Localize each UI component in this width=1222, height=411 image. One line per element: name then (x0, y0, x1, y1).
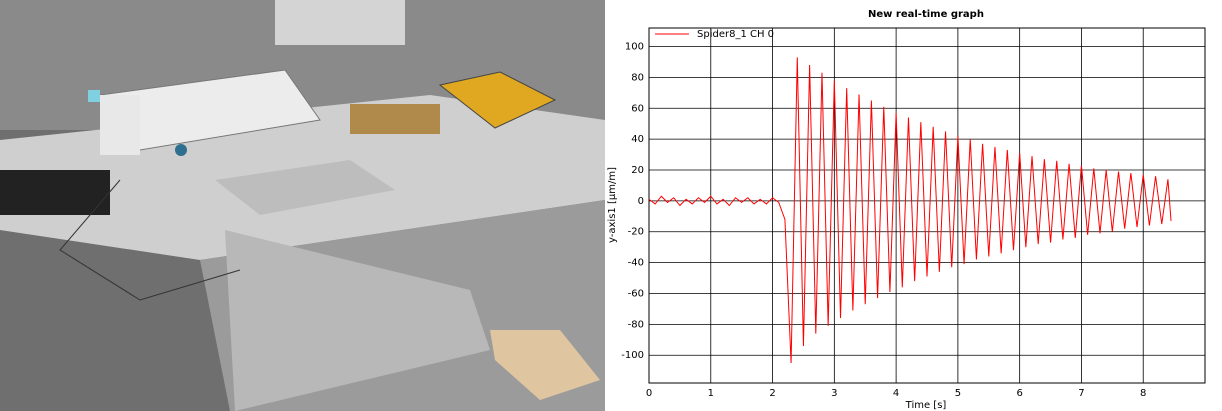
y-tick-label: 0 (638, 196, 644, 207)
y-tick-label: 20 (631, 165, 644, 176)
figure: New real-time graph Time [s] y-axis1 [µm… (0, 0, 1222, 411)
x-tick-label: 6 (1016, 388, 1022, 399)
x-tick-label: 1 (708, 388, 714, 399)
y-tick-label: -20 (628, 227, 644, 238)
y-tick-label: -40 (628, 258, 644, 269)
legend-label: Spider8_1 CH 0 (697, 29, 774, 40)
x-tick-label: 8 (1140, 388, 1146, 399)
y-tick-label: -80 (628, 319, 644, 330)
x-tick-label: 2 (769, 388, 775, 399)
data-line (649, 57, 1171, 363)
y-tick-label: 100 (625, 42, 644, 53)
y-axis-title: y-axis1 [µm/m] (607, 167, 618, 243)
chart-title: New real-time graph (868, 9, 984, 20)
x-tick-label: 3 (831, 388, 837, 399)
x-tick-label: 0 (646, 388, 652, 399)
x-tick-label: 4 (893, 388, 899, 399)
x-axis-title: Time [s] (905, 400, 947, 411)
x-tick-label: 7 (1078, 388, 1084, 399)
page: New real-time graph Time [s] y-axis1 [µm… (0, 0, 1222, 411)
y-tick-label: 60 (631, 103, 644, 114)
y-tick-label: 80 (631, 72, 644, 83)
plot-frame (649, 28, 1205, 383)
x-tick-label: 5 (955, 388, 961, 399)
y-tick-label: -60 (628, 288, 644, 299)
photo (0, 0, 605, 411)
y-tick-label: -100 (621, 350, 644, 361)
y-tick-label: 40 (631, 134, 644, 145)
